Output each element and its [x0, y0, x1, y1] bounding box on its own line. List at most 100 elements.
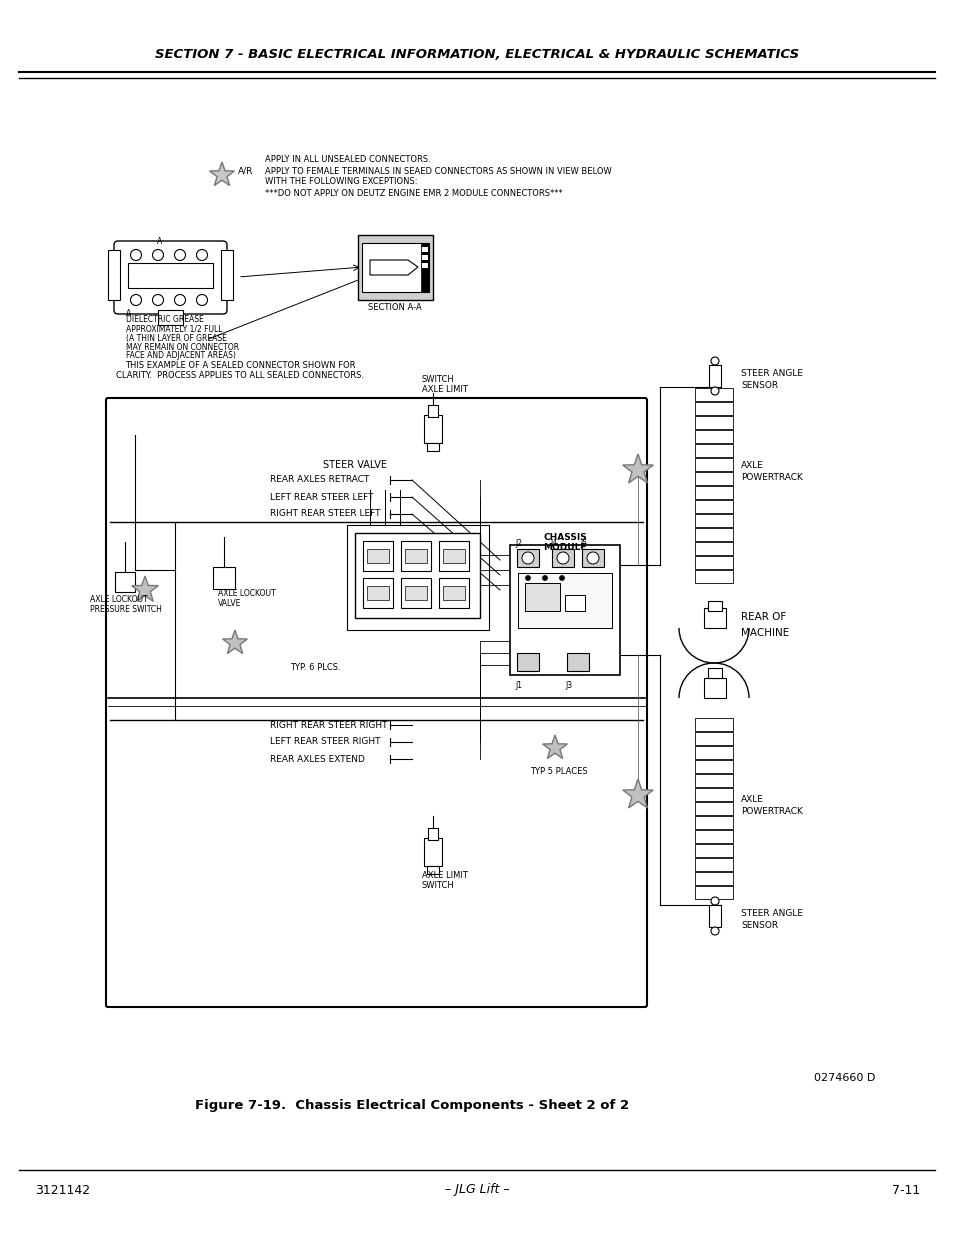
Bar	[695, 872, 732, 885]
Circle shape	[521, 552, 534, 564]
Bar	[438, 578, 469, 608]
Text: AXLE: AXLE	[740, 795, 763, 804]
Bar	[564, 595, 584, 611]
Bar	[355, 534, 479, 618]
Text: APPLY IN ALL UNSEALED CONNECTORS.: APPLY IN ALL UNSEALED CONNECTORS.	[265, 156, 431, 164]
Polygon shape	[370, 261, 417, 275]
Circle shape	[174, 249, 185, 261]
Text: CHASSIS
MODULE: CHASSIS MODULE	[542, 534, 586, 552]
Text: J5: J5	[579, 538, 586, 547]
Circle shape	[542, 576, 547, 580]
Text: APPROXIMATELY 1/2 FULL: APPROXIMATELY 1/2 FULL	[126, 325, 222, 333]
Bar	[707, 668, 721, 678]
Bar	[695, 788, 732, 802]
Text: REAR AXLES EXTEND: REAR AXLES EXTEND	[270, 755, 364, 763]
Bar	[566, 653, 588, 671]
Text: DIELECTRIC GREASE: DIELECTRIC GREASE	[126, 315, 204, 325]
Text: WITH THE FOLLOWING EXCEPTIONS:: WITH THE FOLLOWING EXCEPTIONS:	[265, 178, 417, 186]
Bar	[427, 866, 438, 874]
Bar	[524, 583, 559, 611]
Bar	[695, 858, 732, 871]
Text: SWITCH: SWITCH	[421, 375, 455, 384]
Circle shape	[131, 294, 141, 305]
Bar	[423, 415, 441, 443]
Bar	[517, 573, 612, 629]
Text: RIGHT REAR STEER RIGHT: RIGHT REAR STEER RIGHT	[270, 720, 387, 730]
Bar	[420, 243, 429, 291]
Bar	[363, 541, 393, 571]
Text: AXLE LIMIT: AXLE LIMIT	[421, 872, 467, 881]
Bar	[115, 572, 135, 592]
Circle shape	[710, 897, 719, 905]
Text: PRESSURE SWITCH: PRESSURE SWITCH	[90, 605, 162, 615]
Bar	[442, 550, 464, 563]
Text: A: A	[157, 236, 162, 246]
Bar	[695, 556, 732, 569]
Bar	[421, 254, 428, 261]
Bar	[695, 885, 732, 899]
Text: STEER VALVE: STEER VALVE	[323, 459, 387, 471]
Text: TYP 5 PLACES: TYP 5 PLACES	[530, 767, 587, 777]
Bar	[695, 472, 732, 485]
Bar	[695, 760, 732, 773]
Bar	[427, 443, 438, 451]
Text: CLARITY.  PROCESS APPLIES TO ALL SEALED CONNECTORS.: CLARITY. PROCESS APPLIES TO ALL SEALED C…	[116, 372, 364, 380]
Bar	[695, 430, 732, 443]
Bar	[703, 678, 725, 698]
Bar	[158, 310, 183, 325]
Bar	[421, 263, 428, 268]
Text: SENSOR: SENSOR	[740, 920, 778, 930]
Bar	[517, 653, 538, 671]
Polygon shape	[622, 454, 653, 483]
Bar	[428, 405, 437, 417]
Bar	[581, 550, 603, 567]
Bar	[405, 585, 427, 600]
Circle shape	[131, 249, 141, 261]
Polygon shape	[222, 630, 247, 653]
Bar	[695, 732, 732, 745]
Bar	[695, 487, 732, 499]
Text: 7-11: 7-11	[891, 1183, 919, 1197]
Bar	[695, 529, 732, 541]
Circle shape	[710, 387, 719, 395]
Bar	[213, 567, 234, 589]
Text: SECTION 7 - BASIC ELECTRICAL INFORMATION, ELECTRICAL & HYDRAULIC SCHEMATICS: SECTION 7 - BASIC ELECTRICAL INFORMATION…	[154, 48, 799, 62]
Circle shape	[152, 294, 163, 305]
Polygon shape	[210, 162, 234, 185]
Bar	[400, 541, 431, 571]
Bar	[695, 774, 732, 787]
Circle shape	[196, 294, 208, 305]
Bar	[367, 585, 389, 600]
Polygon shape	[622, 779, 653, 808]
Bar	[405, 550, 427, 563]
Bar	[442, 585, 464, 600]
Text: J2: J2	[515, 538, 521, 547]
Bar	[221, 249, 233, 300]
Text: LEFT REAR STEER RIGHT: LEFT REAR STEER RIGHT	[270, 737, 380, 746]
Bar	[517, 550, 538, 567]
Bar	[347, 525, 489, 630]
Circle shape	[152, 249, 163, 261]
Bar	[363, 578, 393, 608]
Text: STEER ANGLE: STEER ANGLE	[740, 909, 802, 918]
FancyBboxPatch shape	[113, 241, 227, 314]
Text: J4: J4	[550, 538, 557, 547]
Text: REAR OF: REAR OF	[740, 613, 785, 622]
Text: Figure 7-19.  Chassis Electrical Components - Sheet 2 of 2: Figure 7-19. Chassis Electrical Componen…	[194, 1098, 628, 1112]
Text: TYP. 6 PLCS.: TYP. 6 PLCS.	[290, 663, 340, 673]
Text: THIS EXAMPLE OF A SEALED CONNECTOR SHOWN FOR: THIS EXAMPLE OF A SEALED CONNECTOR SHOWN…	[125, 361, 355, 369]
Bar	[695, 403, 732, 415]
Bar	[695, 816, 732, 829]
Bar	[421, 247, 428, 252]
Text: AXLE LOCKOUT: AXLE LOCKOUT	[218, 589, 275, 599]
Bar	[695, 416, 732, 429]
Circle shape	[586, 552, 598, 564]
Circle shape	[557, 552, 568, 564]
Bar	[695, 458, 732, 471]
Bar	[708, 905, 720, 927]
Circle shape	[558, 576, 564, 580]
Bar	[128, 263, 213, 288]
Text: STEER ANGLE: STEER ANGLE	[740, 368, 802, 378]
Text: SWITCH: SWITCH	[421, 882, 455, 890]
Bar	[695, 830, 732, 844]
